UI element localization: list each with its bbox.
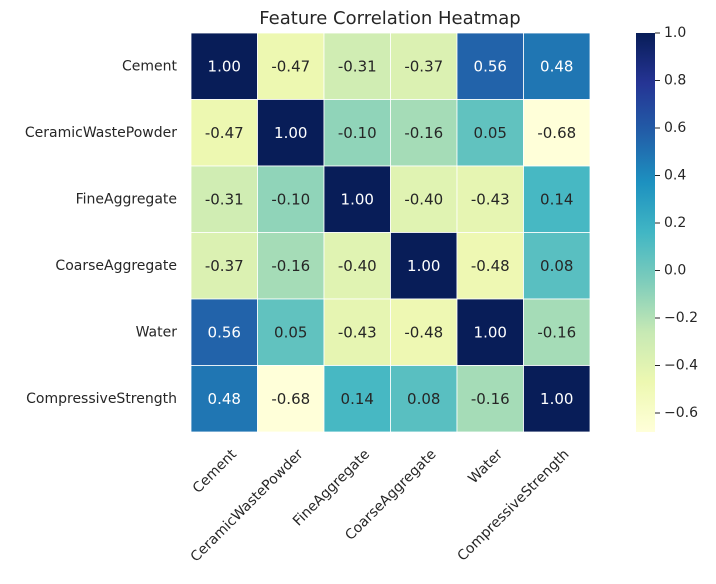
colorbar-tick-label: 1.0 <box>664 25 686 41</box>
row-labels: Cement CeramicWastePowder FineAggregate Coa… <box>25 58 178 407</box>
heatmap-cell <box>456 232 524 300</box>
cell-value-label: -0.48 <box>471 257 510 275</box>
cell-value-label: -0.47 <box>205 124 244 142</box>
cell-value-label: 1.00 <box>540 390 573 408</box>
heatmap-cell <box>257 99 325 167</box>
column-label: Cement <box>190 446 241 497</box>
colorbar: 1.0 0.8 0.6 0.4 0.2 0.0 −0.2 −0.4 −0.6 <box>636 25 698 432</box>
chart-title: Feature Correlation Heatmap <box>259 8 520 29</box>
heatmap-cell <box>523 232 591 300</box>
row-label: Cement <box>122 58 178 74</box>
cell-value-label: -0.31 <box>205 190 244 208</box>
cell-value-label: 0.56 <box>208 323 241 341</box>
heatmap-cell <box>456 165 524 233</box>
row-label: FineAggregate <box>76 191 177 207</box>
cell-value-label: -0.16 <box>271 257 310 275</box>
colorbar-tick-label: 0.0 <box>664 263 686 279</box>
heatmap-cell <box>257 232 325 300</box>
heatmap-cell <box>190 165 258 233</box>
cell-value-label: 0.56 <box>474 57 507 75</box>
heatmap-cell <box>257 32 325 100</box>
cell-value-label: -0.43 <box>338 323 377 341</box>
cell-value-label: -0.43 <box>471 190 510 208</box>
cell-value-label: 1.00 <box>474 323 507 341</box>
heatmap-cell <box>190 365 258 433</box>
heatmap-cells: 1.00 -0.47 -0.31 -0.37 0.56 0.48 -0.47 1.00 -0.1… <box>190 32 591 433</box>
cell-value-label: -0.47 <box>271 57 310 75</box>
heatmap-cell <box>390 365 458 433</box>
cell-value-label: 0.08 <box>407 390 440 408</box>
cell-value-label: -0.40 <box>404 190 443 208</box>
heatmap-cell <box>390 32 458 100</box>
heatmap-cell <box>257 165 325 233</box>
cell-value-label: -0.68 <box>537 124 576 142</box>
heatmap-cell <box>190 298 258 366</box>
row-label: Water <box>136 324 178 340</box>
cell-value-label: -0.10 <box>338 124 377 142</box>
cell-value-label: 0.48 <box>208 390 241 408</box>
cell-value-label: -0.40 <box>338 257 377 275</box>
colorbar-tick-label: 0.4 <box>664 168 686 184</box>
heatmap-cell <box>456 32 524 100</box>
heatmap-cell <box>523 298 591 366</box>
column-label: Water <box>465 446 506 487</box>
cell-value-label: 0.05 <box>274 323 307 341</box>
cell-value-label: 0.08 <box>540 257 573 275</box>
heatmap-cell <box>323 232 391 300</box>
colorbar-tick-label: −0.2 <box>664 310 698 326</box>
column-labels: CementCeramicWastePowderFineAggregateCoa… <box>188 446 573 565</box>
colorbar-tick-label: 0.6 <box>664 120 686 136</box>
colorbar-tick-label: −0.4 <box>664 358 698 374</box>
cell-value-label: -0.31 <box>338 57 377 75</box>
row-label: CoarseAggregate <box>55 258 177 274</box>
heatmap-cell <box>523 99 591 167</box>
heatmap-cell <box>456 298 524 366</box>
colorbar-tick-label: 0.8 <box>664 73 686 89</box>
cell-value-label: -0.68 <box>271 390 310 408</box>
heatmap-cell <box>456 365 524 433</box>
heatmap-cell <box>390 298 458 366</box>
cell-value-label: -0.10 <box>271 190 310 208</box>
heatmap-cell <box>323 298 391 366</box>
heatmap-cell <box>523 365 591 433</box>
column-label: CompressiveStrength <box>455 446 573 564</box>
cell-value-label: 0.05 <box>474 124 507 142</box>
colorbar-gradient <box>636 33 655 432</box>
column-label: CeramicWastePowder <box>188 446 307 565</box>
cell-value-label: 0.48 <box>540 57 573 75</box>
cell-value-label: 1.00 <box>208 57 241 75</box>
heatmap-cell <box>523 165 591 233</box>
cell-value-label: -0.37 <box>205 257 244 275</box>
cell-value-label: -0.37 <box>404 57 443 75</box>
cell-value-label: -0.16 <box>471 390 510 408</box>
cell-value-label: -0.16 <box>404 124 443 142</box>
cell-value-label: 1.00 <box>274 124 307 142</box>
cell-value-label: -0.16 <box>537 323 576 341</box>
cell-value-label: 0.14 <box>341 390 374 408</box>
cell-value-label: 1.00 <box>407 257 440 275</box>
heatmap-cell <box>190 32 258 100</box>
heatmap-cell <box>390 232 458 300</box>
cell-value-label: -0.48 <box>404 323 443 341</box>
colorbar-tick-label: −0.6 <box>664 405 698 421</box>
colorbar-tick-label: 0.2 <box>664 215 686 231</box>
heatmap-cell <box>390 99 458 167</box>
row-label: CompressiveStrength <box>26 391 177 407</box>
heatmap-cell <box>523 32 591 100</box>
heatmap-cell <box>390 165 458 233</box>
cell-value-label: 0.14 <box>540 190 573 208</box>
heatmap-cell <box>190 232 258 300</box>
row-label: CeramicWastePowder <box>25 125 177 141</box>
cell-value-label: 1.00 <box>341 190 374 208</box>
heatmap-cell <box>323 32 391 100</box>
